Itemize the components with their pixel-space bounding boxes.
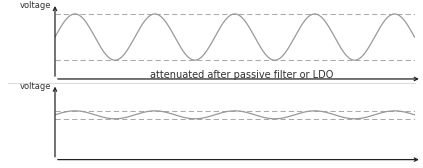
Text: attenuated after passive filter or LDO: attenuated after passive filter or LDO — [150, 70, 334, 80]
Text: voltage: voltage — [20, 1, 52, 10]
Text: voltage: voltage — [20, 82, 52, 91]
